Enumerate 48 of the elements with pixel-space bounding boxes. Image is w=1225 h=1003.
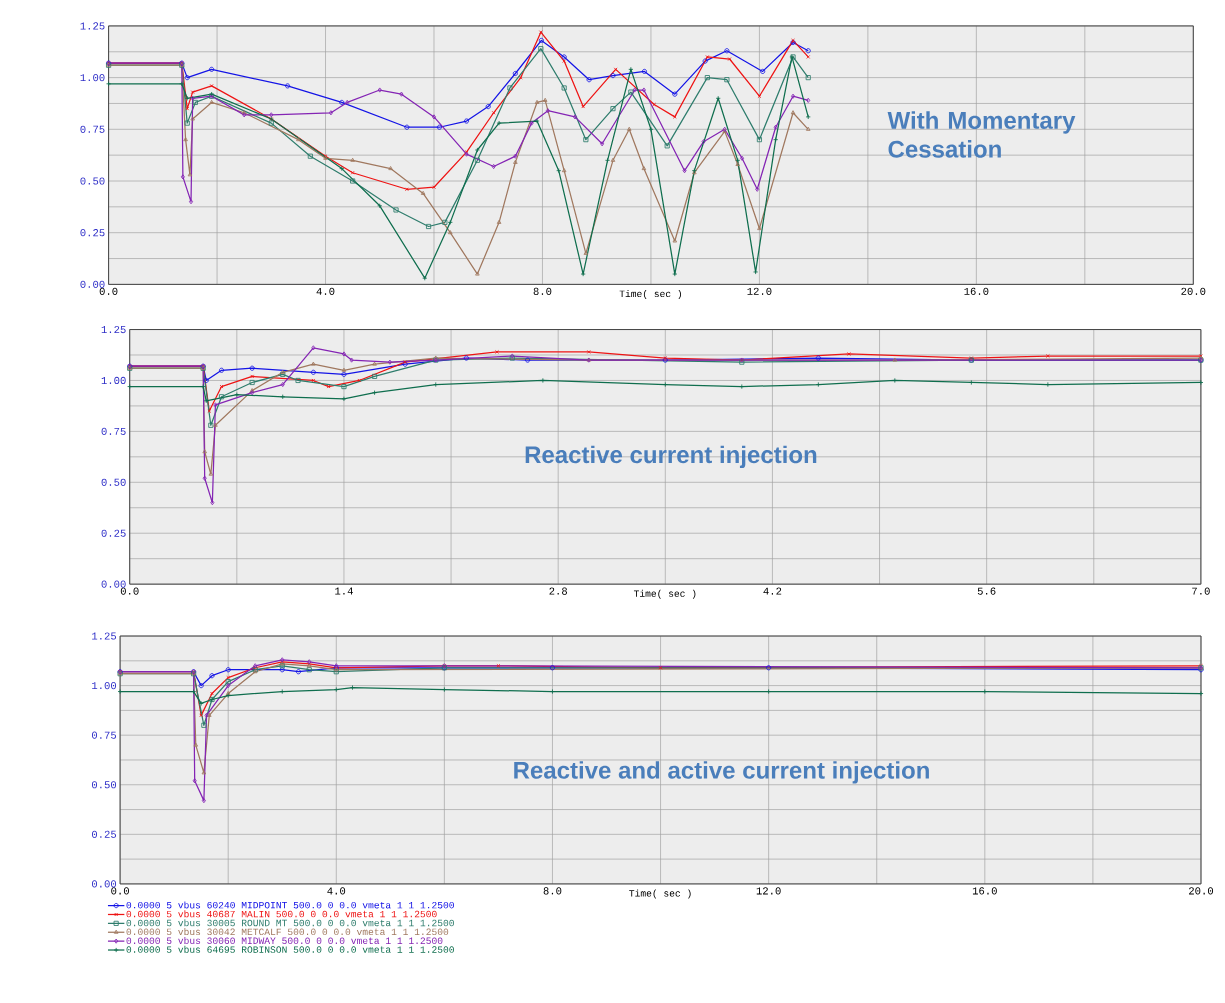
- annotation: Reactive current injection: [525, 445, 817, 469]
- x-tick-label: 5.6: [977, 587, 996, 595]
- x-tick-label: 12.0: [747, 287, 772, 295]
- y-tick-label: 0.00: [80, 280, 105, 288]
- y-tick-label: 0.00: [91, 880, 117, 888]
- x-tick-label: 20.0: [1189, 887, 1214, 895]
- x-tick-label: 20.0: [1181, 287, 1206, 295]
- annotation: Reactive and active current injection: [514, 761, 929, 784]
- x-tick-label: 4.0: [327, 887, 346, 895]
- x-tick-label: 4.2: [763, 587, 782, 595]
- legend-label: 0.0000 5 vbus 60240 MIDPOINT 500.0 0 0.0 vmeta 1 1 1.2500: [126, 901, 454, 909]
- legend-label: 0.0000 5 vbus 30060 MIDWAY 500.0 0 0.0 vmeta 1 1 1.2500: [126, 936, 443, 944]
- x-axis-title: Time( sec ): [629, 889, 691, 899]
- y-tick-label: 0.25: [101, 529, 126, 537]
- y-tick-label: 0.75: [80, 125, 105, 133]
- y-tick-label: 0.50: [80, 177, 105, 185]
- y-tick-label: 0.50: [101, 478, 126, 486]
- y-tick-label: 0.50: [91, 781, 117, 789]
- x-tick-label: 0.0: [120, 587, 139, 595]
- y-tick-label: 1.25: [92, 632, 117, 640]
- y-tick-label: 0.75: [101, 427, 126, 435]
- x-tick-label: 0.0: [111, 887, 129, 895]
- x-tick-label: 16.0: [972, 887, 997, 895]
- x-axis-title: Time( sec ): [619, 290, 682, 299]
- y-tick-label: 1.00: [101, 376, 126, 385]
- y-tick-label: 1.25: [80, 22, 105, 30]
- legend-label: 0.0000 5 vbus 30042 METCALF 500.0 0 0.0 vmeta 1 1 1.2500: [126, 928, 449, 936]
- x-tick-label: 7.0: [1192, 587, 1210, 595]
- y-tick-label: 1.00: [92, 682, 117, 690]
- y-tick-label: 1.25: [101, 325, 126, 334]
- legend-label: 0.0000 5 vbus 64695 ROBINSON 500.0 0 0.0 vmeta 1 1 1.2500: [126, 945, 454, 953]
- y-tick-label: 1.00: [80, 74, 105, 82]
- y-tick-label: 0.25: [91, 830, 117, 838]
- x-tick-label: 12.0: [756, 887, 781, 895]
- x-tick-label: 8.0: [543, 887, 562, 895]
- x-tick-label: 1.4: [335, 587, 353, 595]
- y-tick-label: 0.00: [101, 580, 126, 588]
- annotation: With Momentary Cessation: [887, 111, 1076, 158]
- x-tick-label: 4.0: [316, 287, 335, 295]
- legend-label: 0.0000 5 vbus 30005 ROUND MT 500.0 0 0.0 vmeta 1 1 1.2500: [126, 919, 454, 927]
- y-tick-label: 0.25: [80, 229, 105, 237]
- x-tick-label: 2.8: [549, 587, 567, 595]
- x-tick-label: 16.0: [964, 287, 989, 295]
- x-tick-label: 8.0: [533, 287, 552, 295]
- x-axis-title: Time( sec ): [633, 589, 696, 599]
- legend-label: 0.0000 5 vbus 40687 MALIN 500.0 0 0.0 vmeta 1 1 1.2500: [126, 910, 437, 918]
- y-tick-label: 0.75: [91, 731, 117, 739]
- x-tick-label: 0.0: [99, 287, 118, 295]
